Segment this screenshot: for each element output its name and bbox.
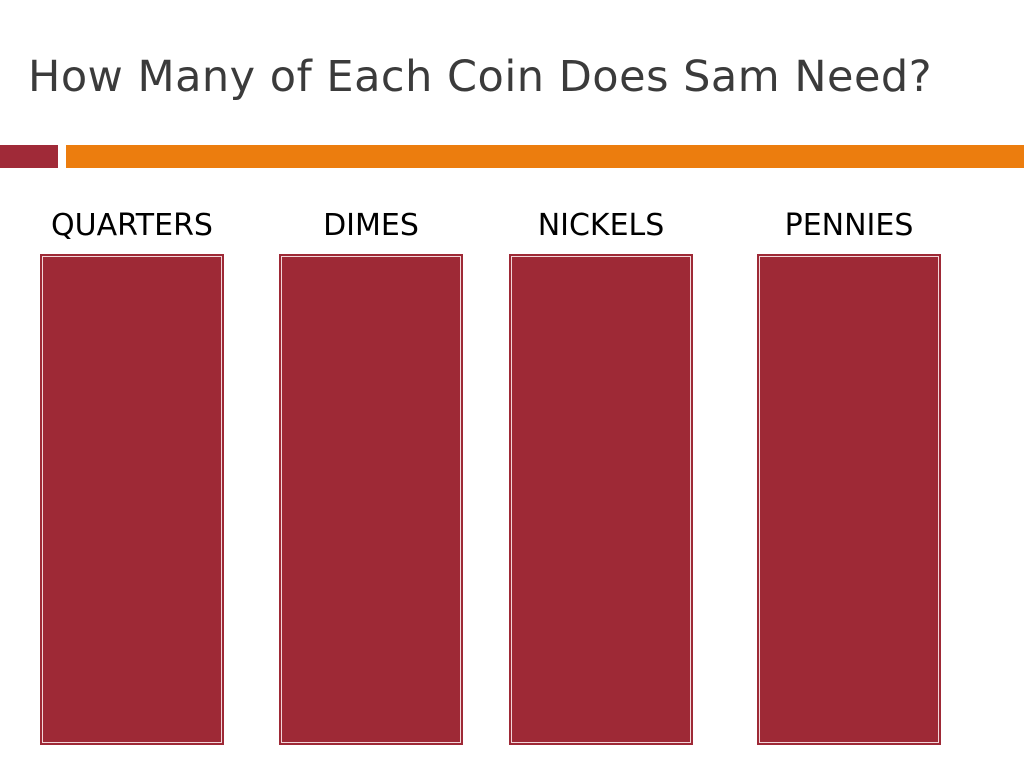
column-label: QUARTERS bbox=[51, 208, 213, 243]
column-label: DIMES bbox=[323, 208, 419, 243]
column-label: NICKELS bbox=[537, 208, 665, 243]
slide-title: How Many of Each Coin Does Sam Need? bbox=[28, 52, 933, 102]
accent-bar bbox=[0, 145, 58, 168]
column-box bbox=[509, 254, 693, 745]
column-label: PENNIES bbox=[784, 208, 914, 243]
column-box bbox=[757, 254, 941, 745]
accent-bar bbox=[66, 145, 1024, 168]
column-box bbox=[279, 254, 463, 745]
column-box bbox=[40, 254, 224, 745]
